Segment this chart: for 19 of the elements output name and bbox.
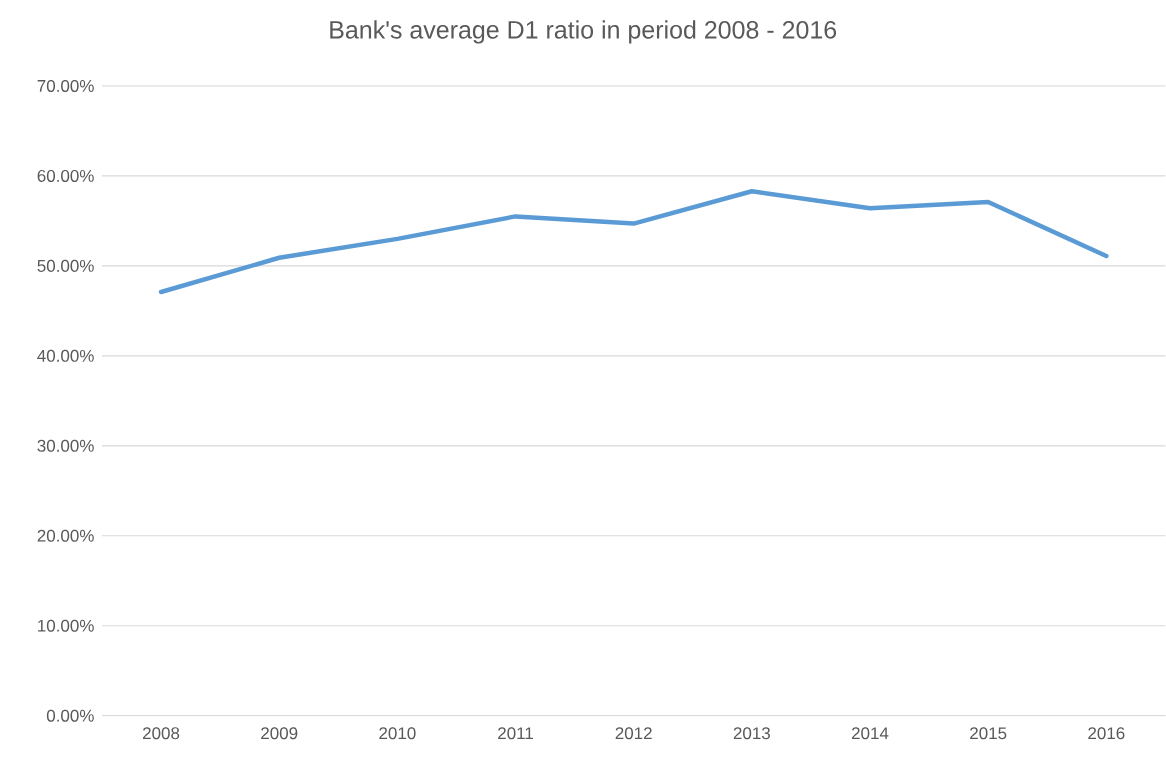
y-tick-label: 60.00% bbox=[37, 170, 94, 183]
x-tick-label: 2009 bbox=[261, 727, 298, 740]
y-tick-label: 10.00% bbox=[38, 619, 94, 632]
x-tick-label: 2010 bbox=[379, 727, 416, 740]
y-tick-label: 40.00% bbox=[37, 349, 94, 363]
x-tick-label: 2012 bbox=[615, 727, 652, 740]
y-tick-label: 50.00% bbox=[37, 260, 94, 273]
y-tick-label: 0.00% bbox=[46, 709, 94, 722]
y-tick-label: 20.00% bbox=[37, 529, 94, 542]
line-series bbox=[158, 189, 1109, 295]
x-tick-label: 2011 bbox=[498, 727, 533, 740]
x-tick-label: 2013 bbox=[733, 727, 770, 740]
x-tick-label: 2016 bbox=[1088, 727, 1125, 740]
x-tick-label: 2008 bbox=[143, 727, 180, 740]
y-tick-label: 30.00% bbox=[37, 439, 94, 452]
y-tick-label: 70.00% bbox=[37, 80, 94, 93]
x-tick-label: 2014 bbox=[851, 727, 889, 740]
x-tick-label: 2015 bbox=[970, 727, 1007, 740]
chart-title: Bank's average D1 ratio in period 2008 - 2016 bbox=[330, 20, 837, 44]
